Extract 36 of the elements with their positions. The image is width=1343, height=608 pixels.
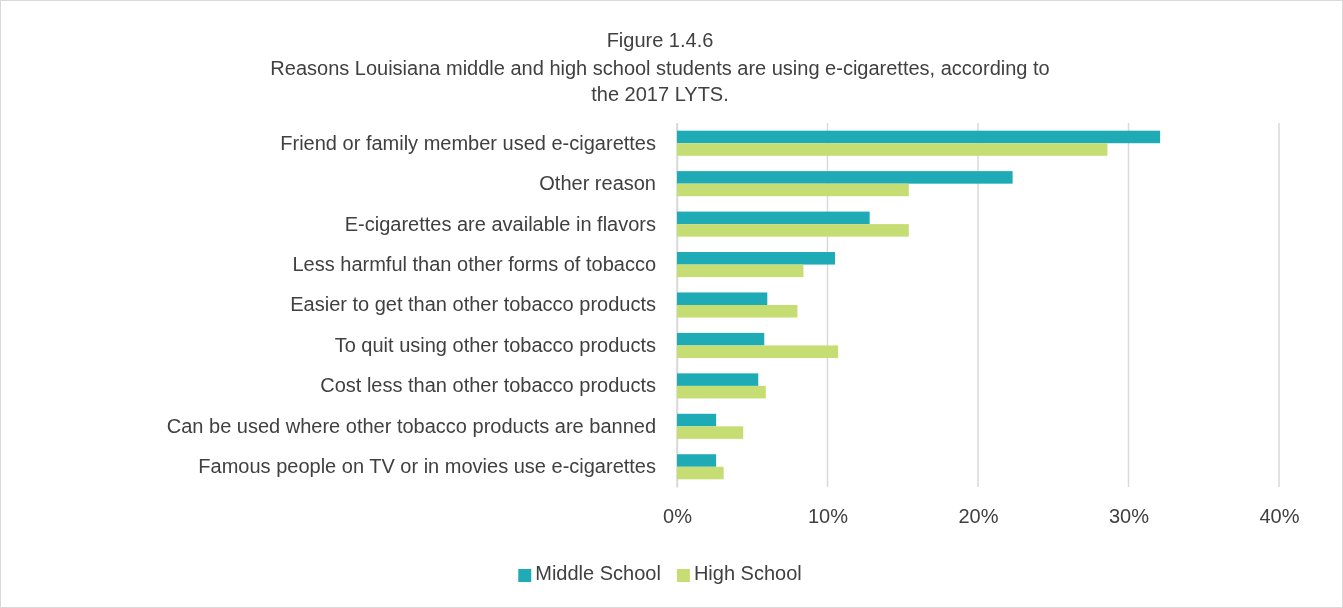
x-tick-label: 40% xyxy=(1259,505,1300,528)
chart-subtitle: Reasons Louisiana middle and high school students are using e-cigarettes, according to the 2017 LYTS. xyxy=(270,57,1050,105)
bar xyxy=(677,264,804,278)
x-tick-label: 10% xyxy=(807,505,849,528)
legend-label: High School xyxy=(693,562,802,584)
chart-title: Figure 1.4.6 xyxy=(606,29,714,51)
bar xyxy=(677,305,798,318)
bar xyxy=(677,413,717,427)
bar xyxy=(677,373,759,386)
bar xyxy=(677,252,836,265)
x-tick-label: 30% xyxy=(1108,505,1150,528)
y-tick-label: Less harmful than other forms of tobacco xyxy=(292,252,656,275)
y-tick-label: Friend or family member used e-cigarettes xyxy=(280,131,656,154)
bar xyxy=(677,345,839,358)
y-tick-label: Famous people on TV or in movies use e-cigarettes xyxy=(198,455,656,478)
bar xyxy=(677,211,870,225)
bar xyxy=(677,183,909,197)
bar xyxy=(677,143,1108,156)
bar xyxy=(677,224,909,237)
bar xyxy=(677,332,765,346)
bar xyxy=(677,466,724,480)
bar xyxy=(677,385,766,399)
x-tick-label: 20% xyxy=(958,505,999,528)
bar xyxy=(677,426,744,439)
y-tick-label: Other reason xyxy=(539,172,656,195)
y-tick-label: To quit using other tobacco products xyxy=(334,333,656,356)
bar xyxy=(677,454,717,467)
y-tick-label: Easier to get than other tobacco products xyxy=(290,293,656,316)
y-tick-label: Cost less than other tobacco products xyxy=(320,374,656,397)
x-tick-label: 0% xyxy=(663,505,693,528)
y-tick-label: Can be used where other tobacco products are banned xyxy=(166,414,656,437)
y-tick-label: E-cigarettes are available in flavors xyxy=(344,212,656,235)
bar xyxy=(677,130,1161,144)
bar xyxy=(677,171,1013,184)
bar xyxy=(677,292,768,305)
legend-label: Middle School xyxy=(535,562,661,584)
